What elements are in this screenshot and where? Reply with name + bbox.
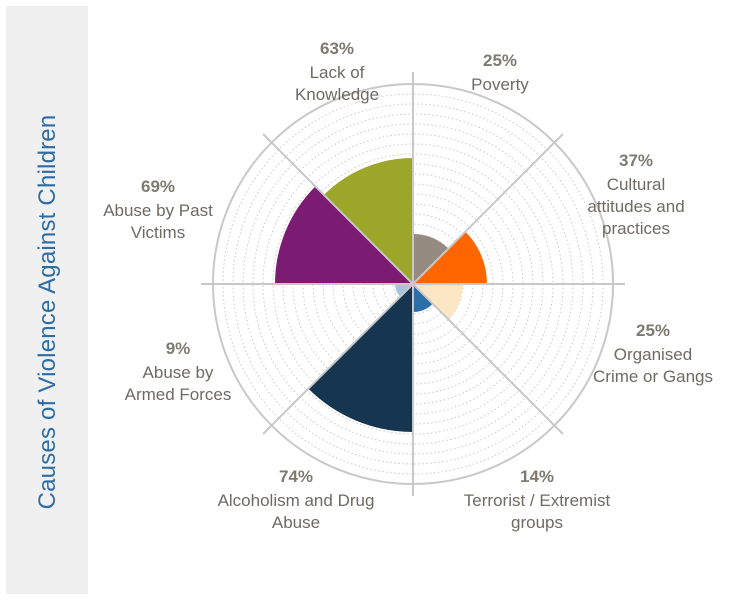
label-organised-crime-or-gangs: 25% Organised Crime or Gangs <box>593 321 713 386</box>
percent-label: 37% <box>619 151 653 170</box>
wedge-abuse-by-past-victims <box>275 186 413 284</box>
category-label: practices <box>602 219 670 238</box>
category-label: Cultural <box>607 175 666 194</box>
wedge-cultural-attitudes-and-practices <box>413 231 487 284</box>
spoke-line <box>262 133 414 285</box>
wedge-organised-crime-or-gangs <box>413 284 463 320</box>
category-label: attitudes and <box>587 197 684 216</box>
percent-label: 25% <box>483 51 517 70</box>
category-label: Poverty <box>471 75 529 94</box>
wedge-terrorist-extremist-groups <box>413 284 433 312</box>
category-label: Victims <box>131 223 185 242</box>
percent-label: 69% <box>141 177 175 196</box>
label-abuse-by-armed-forces: 9% Abuse by Armed Forces <box>125 339 232 404</box>
percent-label: 74% <box>279 467 313 486</box>
category-label: Organised <box>614 345 692 364</box>
category-label: Lack of <box>310 63 365 82</box>
wedge-poverty <box>413 234 449 284</box>
label-poverty: 25% Poverty <box>471 51 529 94</box>
category-label: Abuse <box>272 513 320 532</box>
label-abuse-by-past-victims: 69% Abuse by Past Victims <box>103 177 213 242</box>
category-label: Alcoholism and Drug <box>218 491 375 510</box>
label-terrorist-extremist-groups: 14% Terrorist / Extremist groups <box>464 467 611 532</box>
category-label: groups <box>511 513 563 532</box>
percent-label: 9% <box>166 339 191 358</box>
category-label: Armed Forces <box>125 385 232 404</box>
category-label: Terrorist / Extremist <box>464 491 611 510</box>
spokes <box>201 72 625 496</box>
wedge-lack-of-knowledge <box>323 158 413 284</box>
wedge-alcoholism-and-drug-abuse <box>308 284 413 432</box>
label-alcoholism-and-drug-abuse: 74% Alcoholism and Drug Abuse <box>218 467 375 532</box>
percent-label: 14% <box>520 467 554 486</box>
category-label: Abuse by <box>143 363 214 382</box>
label-lack-of-knowledge: 63% Lack of Knowledge <box>295 39 379 104</box>
category-label: Crime or Gangs <box>593 367 713 386</box>
percent-label: 25% <box>636 321 670 340</box>
spoke-line <box>412 283 564 435</box>
spoke-line <box>412 133 564 285</box>
label-cultural-attitudes-and-practices: 37% Cultural attitudes and practices <box>587 151 684 238</box>
title-band <box>6 6 88 594</box>
category-label: Knowledge <box>295 85 379 104</box>
category-label: Abuse by Past <box>103 201 213 220</box>
spoke-line <box>262 283 414 435</box>
percent-label: 63% <box>320 39 354 58</box>
